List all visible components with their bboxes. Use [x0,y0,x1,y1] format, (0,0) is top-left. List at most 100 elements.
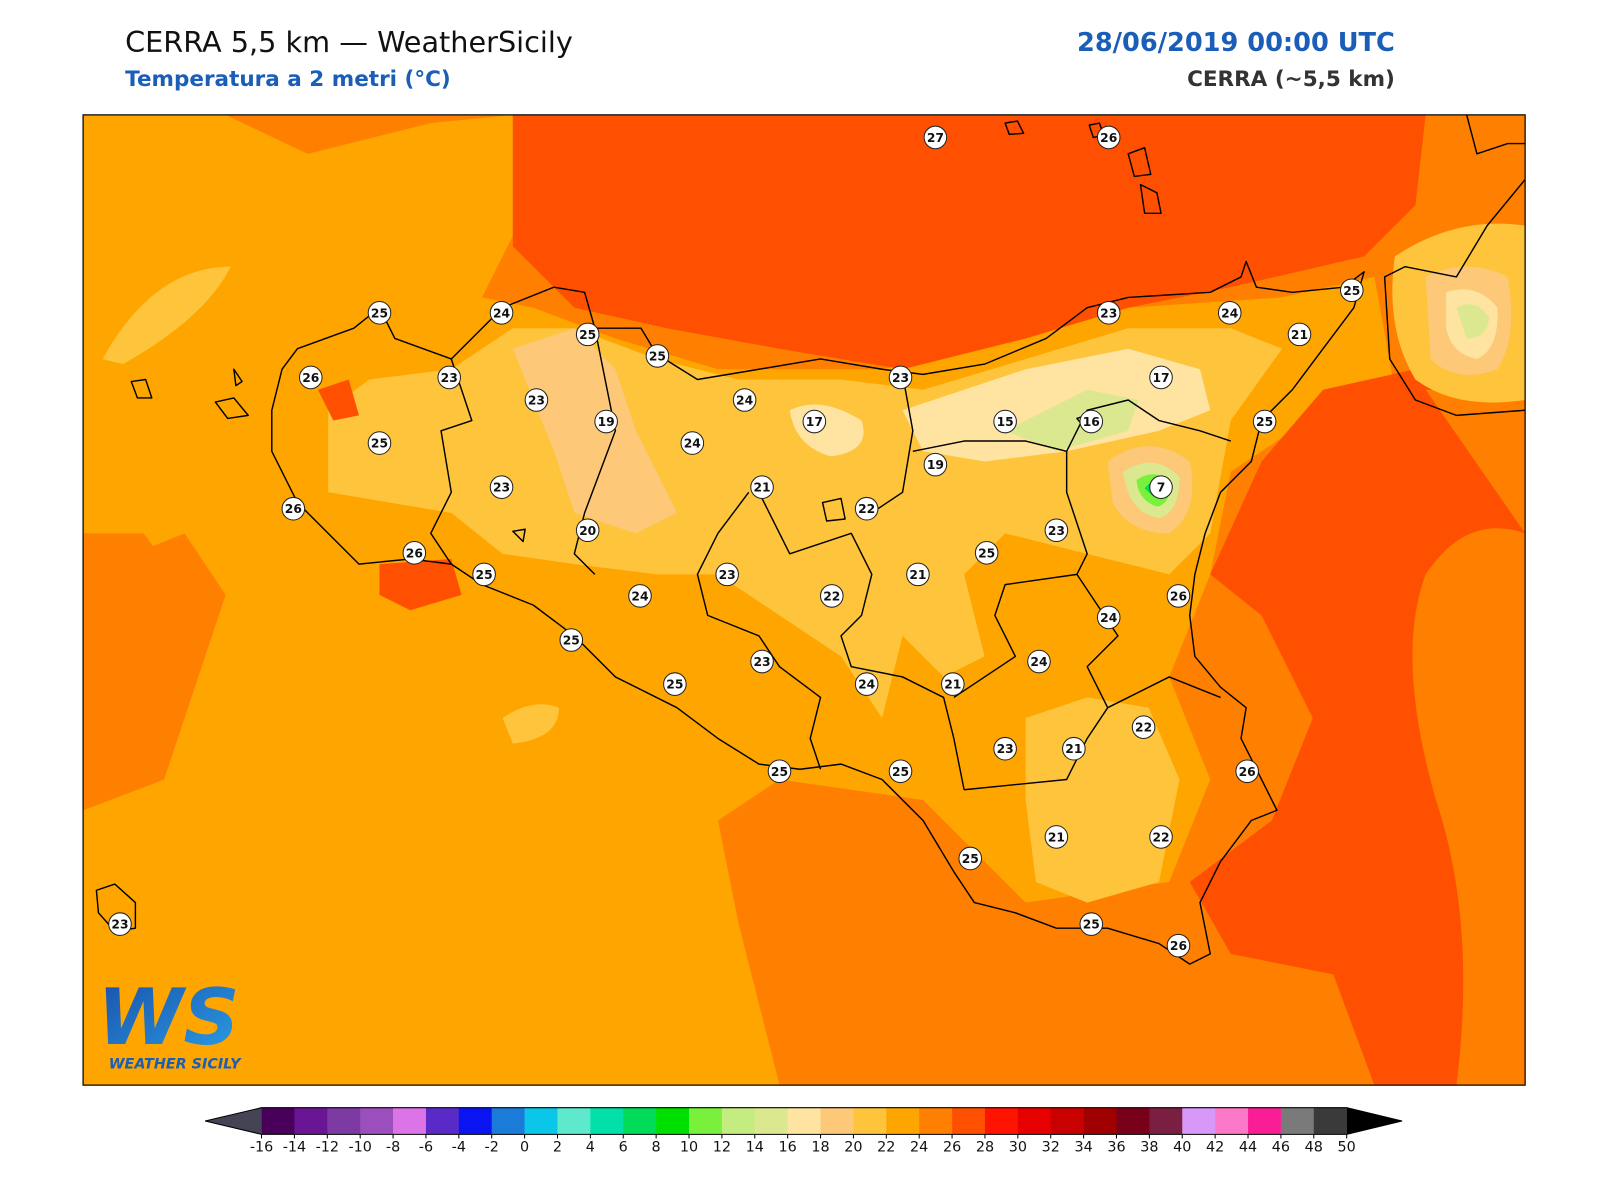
field [512,114,1426,370]
station-value: 25 [978,546,995,560]
subtitle: Temperatura a 2 metri (°C) [125,67,451,92]
station-value: 23 [528,394,545,408]
station-marker [367,431,392,455]
station-marker [974,541,999,565]
logo-name: WEATHER SICILY [109,1057,242,1073]
colorbar-box [689,1107,723,1135]
station-value: 21 [1291,328,1308,342]
colorbar-tick-label: 34 [1074,1140,1092,1156]
station: 25 [645,344,670,368]
colorbar-box [754,1107,788,1135]
stations: 27 26 25 24 25 25 26 23 23 19 24 24 17 23 15 16 23 24 25 21… [108,125,1364,958]
station-marker [750,649,774,674]
station: 23 [750,649,774,674]
station-marker [802,409,827,434]
station: 23 [1044,518,1069,543]
colorbar-tick-label: 2 [553,1140,562,1156]
station-marker [1149,475,1173,499]
colorbar-tick-label: 8 [652,1140,661,1156]
station-marker [628,584,652,608]
colorbar-tick-label: 26 [943,1140,961,1156]
station-value: 25 [771,765,788,779]
station-marker [888,365,913,390]
station: 22 [854,496,879,521]
station: 24 [732,388,757,412]
station: 26 [298,365,323,390]
colorbar-tick-label: 0 [520,1140,529,1156]
colorbar-box [984,1107,1019,1135]
station: 26 [1166,933,1191,958]
station-value: 24 [736,394,753,408]
colorbar: -16 -14 -12 -10 -8 -6 -4 -2 0 2 4 6 8 10 12 14 16 18 20 22 2… [205,1107,1403,1156]
colorbar-tick-label: 4 [586,1140,595,1156]
station: 23 [888,365,913,390]
station-value: 26 [1100,131,1117,145]
colorbar-box [787,1107,821,1135]
station: 23 [715,562,739,587]
station-value: 23 [111,918,128,932]
colorbar-tick-label: 18 [811,1140,829,1156]
station-value: 19 [598,415,615,429]
colorbar-under [205,1107,262,1135]
station-value: 20 [579,524,596,538]
station-marker [1096,125,1121,150]
field [1456,304,1490,339]
station-marker [888,759,913,784]
station-marker [1217,301,1242,325]
station-marker [108,912,132,936]
station-marker [298,365,323,390]
colorbar-box [853,1107,887,1135]
colorbar-box [886,1107,920,1135]
station: 21 [906,562,930,587]
station-marker [923,125,948,150]
colorbar-box [656,1107,690,1135]
station-value: 16 [1083,415,1100,429]
station: 25 [974,541,999,565]
station: 24 [628,584,652,608]
colorbar-box [1313,1107,1347,1135]
station-value: 22 [1152,830,1169,844]
station-marker [1079,912,1104,936]
colorbar-box [1149,1107,1183,1135]
station: 25 [367,431,392,455]
station-marker [1044,518,1069,543]
station: 23 [437,365,462,390]
station-marker [993,736,1017,761]
station-marker [1339,278,1364,303]
station: 21 [1062,736,1086,761]
station: 17 [1149,365,1173,390]
station: 16 [1079,409,1104,434]
station-marker [1131,715,1156,739]
colorbar-tick-label: 12 [713,1140,731,1156]
station: 21 [1044,825,1069,849]
station: 24 [1217,301,1242,325]
station-value: 25 [563,634,580,648]
station-marker [767,759,792,784]
station-value: 25 [666,678,683,692]
station-value: 25 [1256,415,1273,429]
colorbar-tick-label: 42 [1206,1140,1224,1156]
station: 26 [1235,759,1259,784]
colorbar-box [919,1107,953,1135]
station: 24 [854,672,879,696]
colorbar-box [557,1107,591,1135]
station: 26 [1166,584,1191,608]
station: 15 [993,409,1017,434]
station: 21 [750,475,774,499]
station: 25 [888,759,913,784]
colorbar-box [327,1107,361,1135]
station: 25 [663,672,687,696]
station-value: 26 [1239,765,1256,779]
coastline [1383,114,1526,417]
station-marker [1166,933,1191,958]
colorbar-box [294,1107,328,1135]
station-value: 21 [909,568,926,582]
colorbar-box [393,1107,427,1135]
station: 23 [1096,301,1121,325]
field [1189,369,1526,1086]
colorbar-tick-label: 28 [976,1140,994,1156]
colorbar-box [1215,1107,1249,1135]
station-marker [437,365,462,390]
station-value: 25 [1343,284,1360,298]
